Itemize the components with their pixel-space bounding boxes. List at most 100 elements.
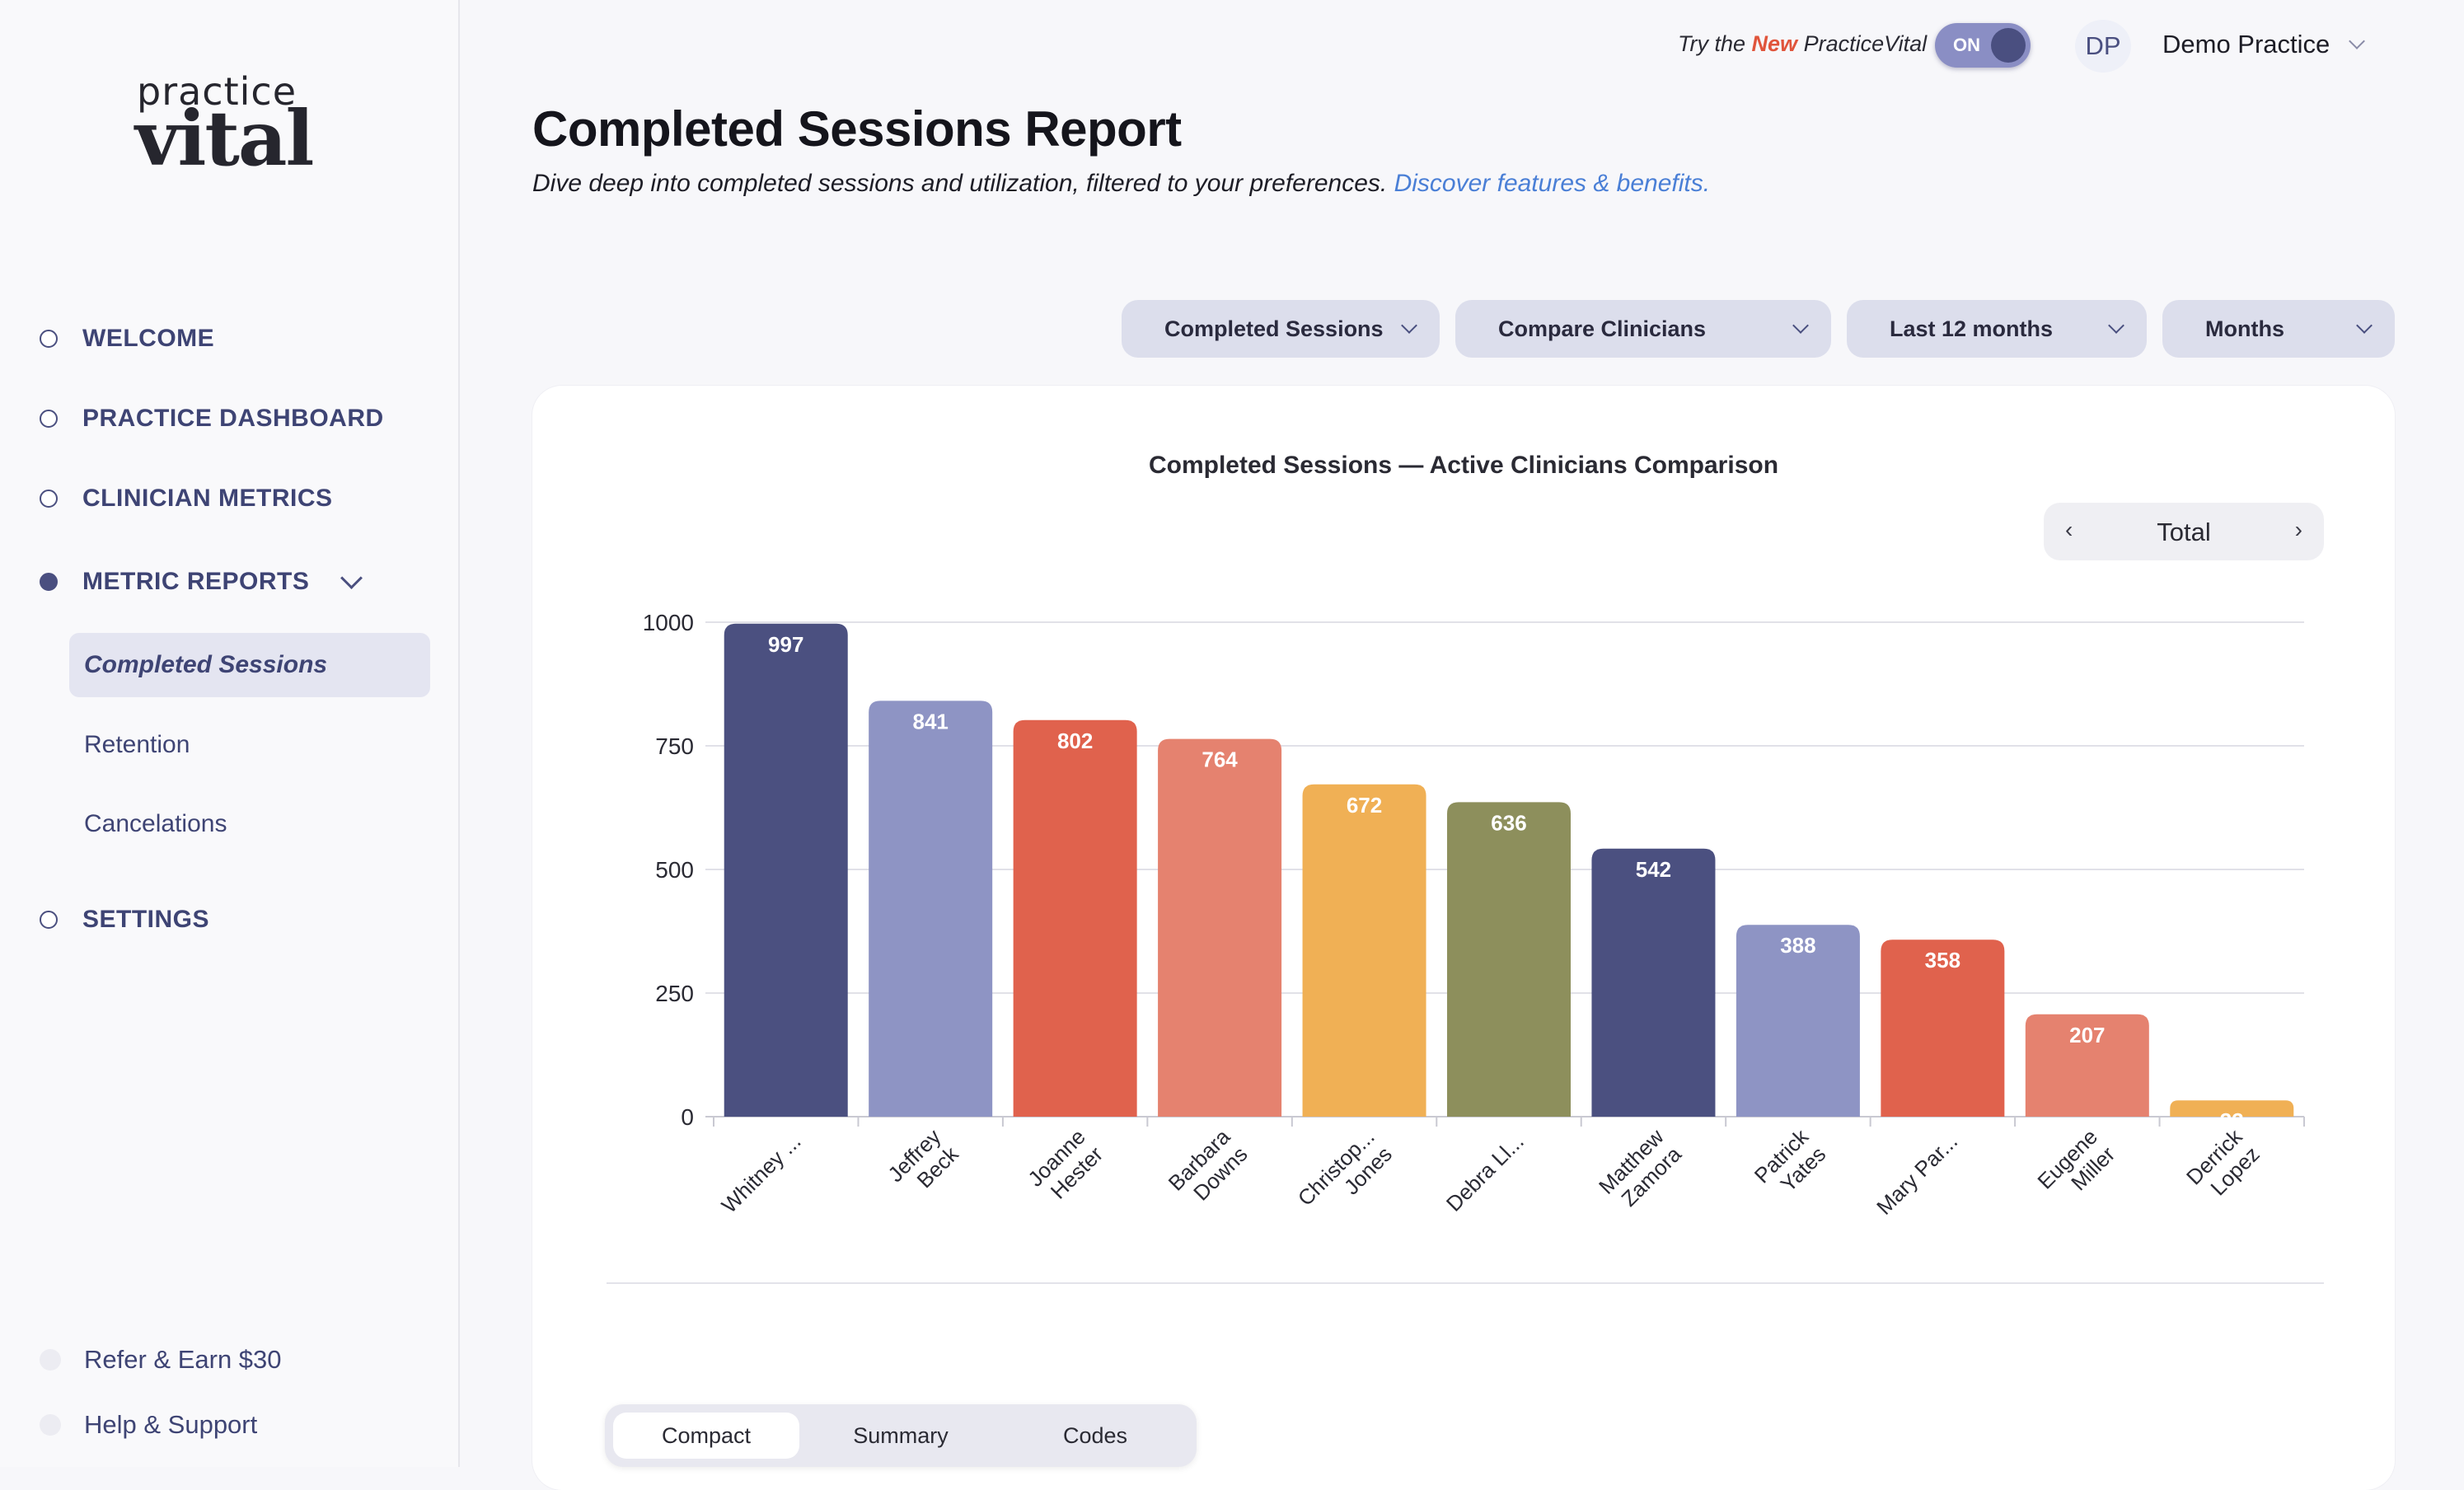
y-tick-label: 500 (655, 857, 694, 883)
y-tick-label: 0 (681, 1104, 694, 1130)
practice-name: Demo Practice (2162, 30, 2330, 59)
metric-dropdown[interactable]: Completed Sessions (1122, 300, 1440, 358)
period-prev-button[interactable]: ‹ (2065, 517, 2073, 542)
x-tick-label-line: Whitney ... (717, 1129, 806, 1218)
tab-summary[interactable]: Summary (853, 1422, 949, 1448)
compare-dropdown-label: Compare Clinicians (1498, 316, 1707, 341)
chevron-down-icon (2349, 33, 2366, 49)
granularity-dropdown[interactable]: Months (2162, 300, 2395, 358)
bar-value-label: 997 (768, 632, 803, 657)
chevron-down-icon (340, 566, 363, 589)
bar-value-label: 388 (1780, 933, 1815, 958)
new-version-toggle[interactable]: ON (1935, 23, 2031, 68)
nav-item-practice-dashboard[interactable]: PRACTICE DASHBOARD (40, 405, 384, 433)
date-range-dropdown[interactable]: Last 12 months (1847, 300, 2147, 358)
refer-earn-link[interactable]: Refer & Earn $30 (40, 1345, 282, 1375)
radio-dot-icon (40, 410, 58, 428)
logo-main-text: vital (135, 94, 314, 183)
nav-item-label: PRACTICE DASHBOARD (82, 405, 384, 432)
chevron-down-icon (2356, 317, 2373, 334)
y-tick-label: 1000 (643, 610, 694, 635)
bar (1302, 784, 1426, 1117)
period-selector: ‹ Total › (2044, 503, 2324, 560)
nav-item-settings[interactable]: SETTINGS (40, 906, 209, 934)
bar (1158, 738, 1282, 1117)
granularity-label: Months (2205, 316, 2284, 341)
bar (1881, 939, 2005, 1117)
sidebar-item-retention[interactable]: Retention (69, 713, 430, 777)
nav-item-clinician-metrics[interactable]: CLINICIAN METRICS (40, 485, 333, 513)
x-tick-label-line: Debra Ll... (1441, 1129, 1529, 1216)
logo-top-text: practice (137, 69, 297, 114)
sidebar-item-cancelations[interactable]: Cancelations (69, 792, 430, 856)
x-tick-label-line: Mary Par... (1871, 1129, 1962, 1220)
radio-dot-filled-icon (40, 573, 58, 591)
try-suffix: PracticeVital (1797, 31, 1928, 56)
try-new-word: New (1751, 31, 1798, 56)
page-subtitle: Dive deep into completed sessions and ut… (532, 170, 1710, 198)
view-tabs: Compact Summary Codes (605, 1404, 1197, 1467)
chart-title: Completed Sessions — Active Clinicians C… (1148, 452, 1779, 479)
sub-item-label: Cancelations (84, 810, 227, 837)
chevron-down-icon (1401, 317, 1417, 334)
bar-value-label: 802 (1057, 729, 1093, 753)
gift-icon (40, 1349, 61, 1371)
bar (2170, 1100, 2294, 1117)
y-tick-label: 250 (655, 981, 694, 1006)
sub-item-label: Retention (84, 731, 190, 758)
nav-item-label: SETTINGS (82, 906, 210, 933)
try-prefix: Try the (1678, 31, 1752, 56)
discover-features-link[interactable]: Discover features & benefits. (1394, 170, 1711, 197)
avatar[interactable]: DP (2075, 20, 2131, 73)
toggle-label: ON (1953, 35, 1980, 55)
practice-selector[interactable]: Demo Practice (2162, 30, 2366, 59)
chart-divider (607, 1282, 2324, 1284)
try-new-promo: Try the New PracticeVital (1678, 31, 1927, 57)
bar (1013, 719, 1137, 1117)
chart-card: Completed Sessions — Active Clinicians C… (532, 386, 2395, 1490)
bar-chart: 0 250 500 750 1000 997 Whitney ... 841 JeffreyBe… (643, 610, 2305, 1220)
help-support-link[interactable]: Help & Support (40, 1410, 257, 1440)
y-tick-label: 750 (655, 733, 694, 759)
tab-codes[interactable]: Codes (1062, 1422, 1128, 1448)
chevron-down-icon (2108, 317, 2124, 334)
bar (1447, 802, 1571, 1117)
bar (1736, 925, 1860, 1117)
compare-dropdown[interactable]: Compare Clinicians (1455, 300, 1831, 358)
x-tick-label: Debra Ll... (1441, 1129, 1529, 1216)
page-title: Completed Sessions Report (532, 101, 1182, 157)
bar-value-label: 33 (2220, 1108, 2244, 1133)
nav-item-welcome[interactable]: WELCOME (40, 325, 214, 353)
x-tick-label: Whitney ... (717, 1129, 806, 1218)
bar-value-label: 542 (1636, 857, 1671, 882)
nav-item-label: CLINICIAN METRICS (82, 485, 333, 512)
period-next-button[interactable]: › (2294, 517, 2302, 542)
metric-dropdown-label: Completed Sessions (1164, 316, 1384, 341)
bar-value-label: 207 (2069, 1023, 2105, 1047)
sub-item-label: Completed Sessions (84, 651, 328, 678)
help-label: Help & Support (84, 1410, 258, 1439)
subtitle-text: Dive deep into completed sessions and ut… (532, 170, 1394, 197)
radio-dot-icon (40, 490, 58, 508)
date-range-label: Last 12 months (1890, 316, 2054, 341)
nav-item-label: WELCOME (82, 325, 215, 352)
bar (869, 700, 993, 1117)
bar (2025, 1014, 2149, 1117)
nav-item-metric-reports[interactable]: METRIC REPORTS (40, 566, 363, 596)
practicevital-logo[interactable]: practice vital (135, 69, 314, 183)
bar-value-label: 358 (1925, 948, 1960, 972)
tab-compact[interactable]: Compact (613, 1413, 799, 1459)
sidebar-item-completed-sessions[interactable]: Completed Sessions (69, 633, 430, 697)
radio-dot-icon (40, 330, 58, 348)
radio-dot-icon (40, 911, 58, 929)
bar (724, 623, 848, 1117)
x-tick-label: Mary Par... (1871, 1129, 1962, 1220)
sidebar: practice vital WELCOME PRACTICE DASHBOAR… (0, 0, 460, 1467)
bar-value-label: 636 (1491, 810, 1526, 835)
refer-label: Refer & Earn $30 (84, 1345, 282, 1374)
